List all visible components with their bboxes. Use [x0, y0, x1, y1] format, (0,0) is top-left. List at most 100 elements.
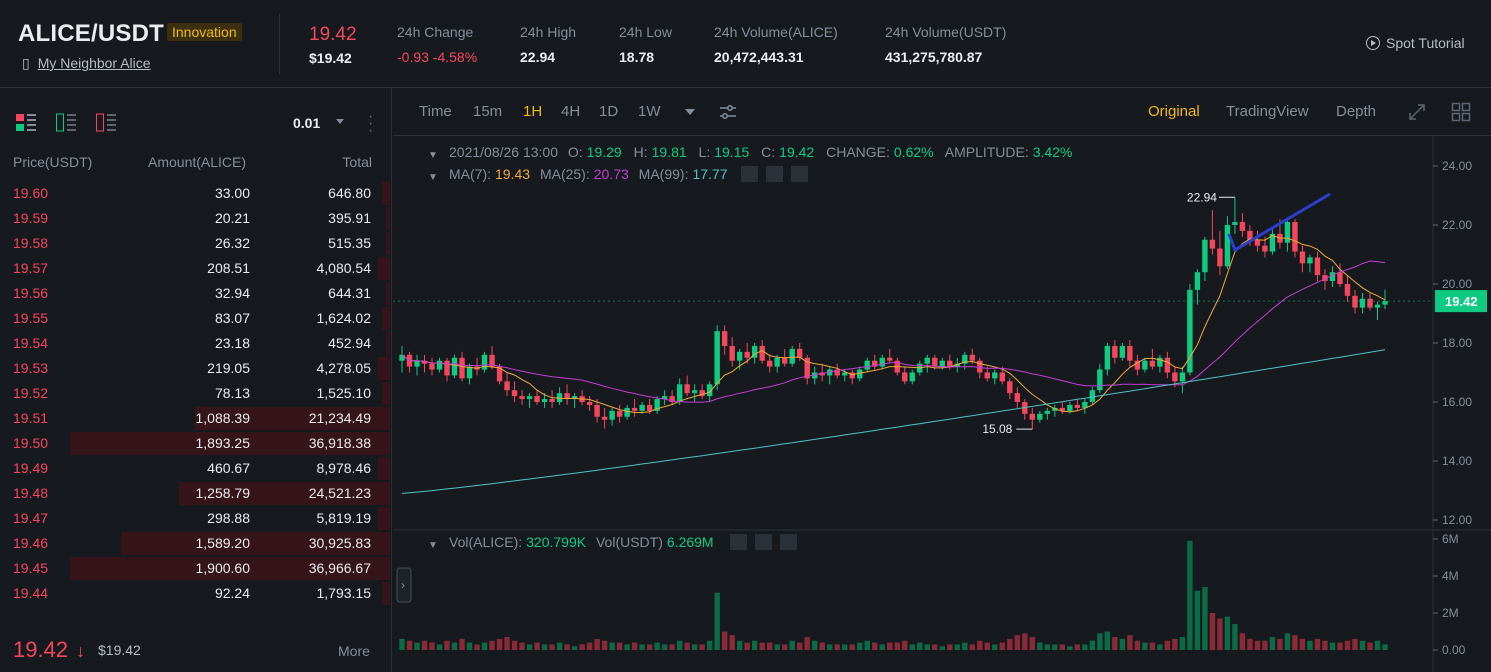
candle-body — [1254, 239, 1261, 246]
coin-name[interactable]: My Neighbor Alice — [37, 55, 151, 71]
candlestick-chart[interactable]: 24.00 22.00 20.00 18.00 16.00 14.00 12.00 6M 4M 2… — [393, 136, 1491, 672]
ask-price: 19.52 — [13, 385, 49, 401]
ask-row[interactable]: 19.44 92.24 1,793.15 — [0, 581, 390, 606]
book-sell-icon[interactable] — [96, 113, 116, 132]
candle-body — [781, 357, 788, 364]
volume-bar — [646, 644, 653, 650]
volume-bar — [1119, 638, 1126, 650]
interval-1w[interactable]: 1W — [638, 103, 661, 120]
candle-body — [834, 369, 840, 376]
volume-bar — [1367, 642, 1373, 650]
fullscreen-icon[interactable] — [1407, 102, 1427, 122]
interval-1h[interactable]: 1H — [523, 103, 543, 120]
ask-row[interactable]: 19.46 1,589.20 30,925.83 — [0, 531, 390, 556]
chevron-down-icon[interactable] — [336, 119, 344, 124]
ma99-line — [401, 349, 1386, 494]
volume-bar — [601, 640, 608, 650]
legend-collapse-icon[interactable]: ▼ — [428, 150, 438, 161]
ask-row[interactable]: 19.53 219.05 4,278.05 — [0, 356, 390, 381]
ask-row[interactable]: 19.60 33.00 646.80 — [0, 181, 390, 206]
ask-row[interactable]: 19.51 1,088.39 21,234.49 — [0, 406, 390, 431]
candle-body — [699, 390, 705, 397]
more-options-icon[interactable]: · · · — [368, 108, 374, 139]
book-both-icon[interactable] — [16, 113, 36, 132]
ask-row[interactable]: 19.55 83.07 1,624.02 — [0, 306, 390, 331]
volume-bar — [1082, 644, 1088, 650]
coin-info-link[interactable]: ▯ My Neighbor Alice — [22, 55, 151, 72]
side-panel-toggle[interactable] — [396, 567, 412, 603]
ma-collapse-icon[interactable]: ▼ — [428, 172, 438, 183]
vol-usdt-label: Vol(USDT) — [596, 534, 663, 550]
ma-legend-controls[interactable] — [741, 166, 808, 182]
ask-row[interactable]: 19.48 1,258.79 24,521.23 — [0, 481, 390, 506]
ask-total: 21,234.49 — [308, 410, 371, 426]
ask-row[interactable]: 19.50 1,893.25 36,918.38 — [0, 431, 390, 456]
ma99-label: MA(99): — [639, 166, 689, 182]
drawn-trendline[interactable] — [1227, 192, 1331, 253]
candle-body — [1112, 345, 1118, 358]
column-price: Price(USDT) — [13, 154, 93, 170]
precision-select[interactable]: 0.01 — [293, 115, 321, 131]
innovation-tag[interactable]: Innovation — [167, 23, 242, 41]
ask-amount: 1,258.79 — [195, 485, 251, 501]
volume-bar — [834, 644, 840, 650]
depth-bar — [382, 307, 390, 330]
candle-body — [947, 360, 953, 367]
volume-bar — [1382, 644, 1388, 650]
view-original[interactable]: Original — [1148, 103, 1200, 120]
ask-row[interactable]: 19.59 20.21 395.91 — [0, 206, 390, 231]
stat-value: 431,275,780.87 — [885, 49, 983, 65]
ask-row[interactable]: 19.45 1,900.60 36,966.67 — [0, 556, 390, 581]
candle-body — [1382, 301, 1388, 305]
spot-tutorial-button[interactable]: Spot Tutorial — [1366, 35, 1465, 51]
candle-body — [519, 396, 525, 400]
interval-time[interactable]: Time — [419, 103, 452, 120]
volume-tick-label: 4M — [1442, 569, 1459, 583]
volume-bar — [751, 640, 758, 650]
depth-bar — [195, 407, 390, 430]
candle-body — [1269, 233, 1276, 252]
chevron-right-icon[interactable]: › — [401, 578, 405, 592]
ask-amount: 32.94 — [214, 285, 250, 301]
layout-grid-icon[interactable] — [1451, 102, 1471, 122]
ask-total: 8,978.46 — [316, 460, 372, 476]
more-link[interactable]: More — [338, 643, 370, 659]
volume-bar — [594, 638, 600, 650]
vol-collapse-icon[interactable]: ▼ — [428, 540, 438, 551]
ask-row[interactable]: 19.49 460.67 8,978.46 — [0, 456, 390, 481]
volume-bar — [631, 642, 638, 650]
candle-body — [1082, 402, 1088, 408]
ask-row[interactable]: 19.47 298.88 5,819.19 — [0, 506, 390, 531]
ask-total: 644.31 — [328, 285, 371, 301]
candle-body — [526, 396, 533, 400]
volume-bar — [932, 644, 938, 650]
volume-bar — [827, 644, 833, 650]
interval-1d[interactable]: 1D — [599, 103, 619, 120]
volume-legend-controls[interactable] — [730, 534, 797, 550]
volume-bar — [1044, 644, 1051, 650]
volume-bar — [1307, 640, 1313, 650]
gear-icon — [755, 534, 772, 550]
stat-value: 20,472,443.31 — [714, 49, 804, 65]
ask-row[interactable]: 19.57 208.51 4,080.54 — [0, 256, 390, 281]
book-buy-icon[interactable] — [56, 113, 76, 132]
vol-alice-label: Vol(ALICE): — [449, 534, 522, 550]
candle-body — [1127, 345, 1133, 361]
ask-row[interactable]: 19.54 23.18 452.94 — [0, 331, 390, 356]
candle-body — [721, 331, 728, 346]
ask-row[interactable]: 19.58 26.32 515.35 — [0, 231, 390, 256]
ask-row[interactable]: 19.52 78.13 1,525.10 — [0, 381, 390, 406]
view-depth[interactable]: Depth — [1336, 103, 1377, 120]
settings-icon[interactable] — [719, 104, 737, 120]
volume-bar — [1232, 624, 1238, 650]
ma25-label: MA(25): — [540, 166, 590, 182]
stat-label: 24h Volume(ALICE) — [714, 24, 838, 40]
depth-bar — [382, 582, 390, 605]
interval-more-dropdown[interactable] — [685, 109, 695, 115]
view-tradingview[interactable]: TradingView — [1226, 103, 1309, 120]
interval-15m[interactable]: 15m — [473, 103, 503, 120]
interval-4h[interactable]: 4H — [561, 103, 581, 120]
ask-row[interactable]: 19.56 32.94 644.31 — [0, 281, 390, 306]
volume-bar — [1149, 642, 1156, 650]
ask-price: 19.49 — [13, 460, 49, 476]
